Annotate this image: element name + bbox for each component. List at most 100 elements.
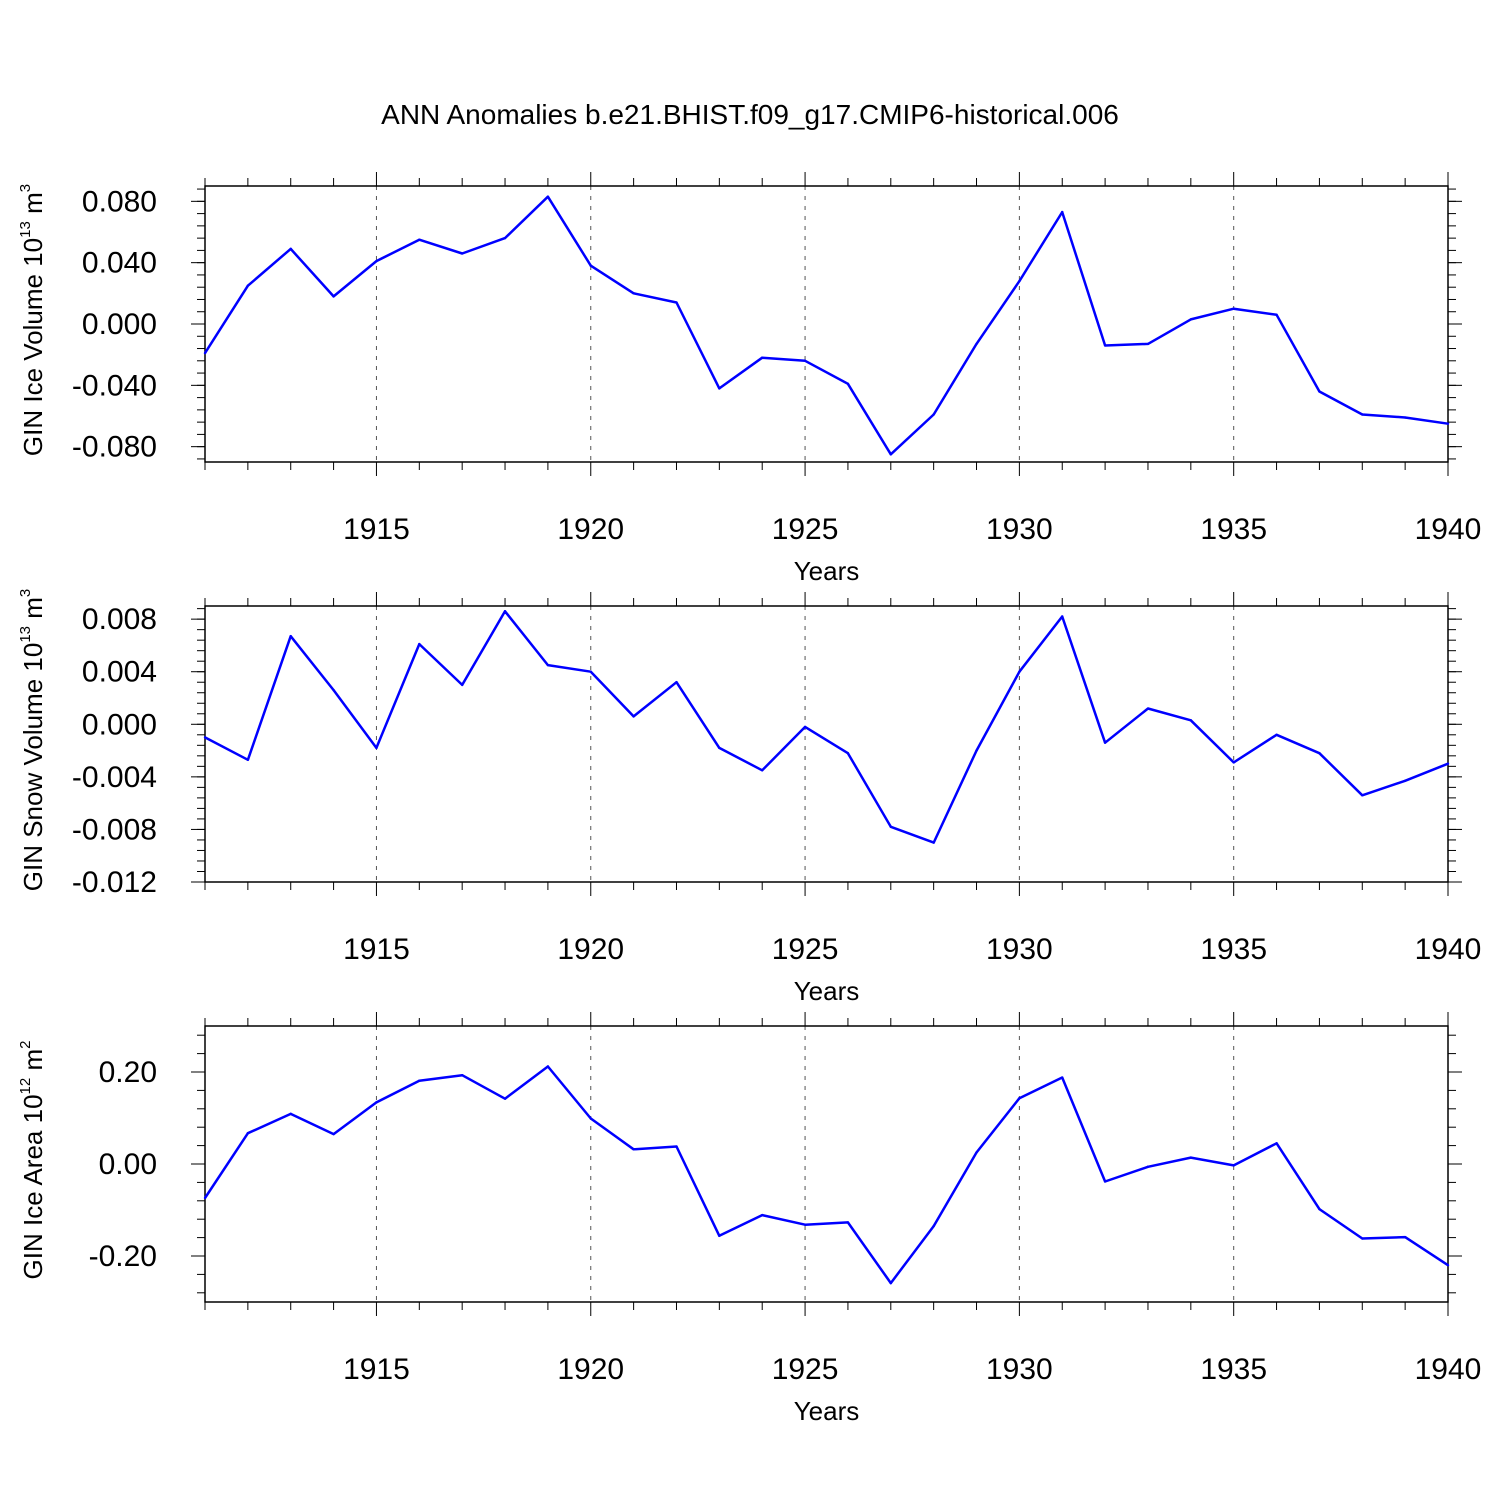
data-point-1939 bbox=[1403, 779, 1407, 782]
data-point-1923 bbox=[718, 1234, 721, 1237]
y-tick-label: 0.00 bbox=[99, 1148, 157, 1181]
chart-title: ANN Anomalies b.e21.BHIST.f09_g17.CMIP6-… bbox=[381, 99, 1119, 130]
data-point-1925 bbox=[803, 1223, 807, 1226]
data-point-1932 bbox=[1103, 741, 1107, 744]
y-tick-label: 0.004 bbox=[82, 656, 157, 689]
x-tick-label-1935: 1935 bbox=[1200, 513, 1267, 546]
x-tick-label-1930: 1930 bbox=[986, 513, 1053, 546]
y-tick-label: -0.20 bbox=[89, 1240, 157, 1273]
data-point-1917 bbox=[460, 252, 464, 255]
data-point-1928 bbox=[932, 413, 935, 416]
data-point-1935 bbox=[1232, 761, 1235, 764]
x-tick-label-1935: 1935 bbox=[1200, 933, 1267, 966]
data-point-1928 bbox=[932, 1224, 935, 1228]
y-tick-label: 0.20 bbox=[99, 1056, 157, 1089]
data-point-1927 bbox=[889, 1281, 892, 1285]
data-point-1926 bbox=[846, 382, 850, 385]
data-point-1926 bbox=[846, 1221, 850, 1224]
data-point-1922 bbox=[675, 301, 678, 304]
data-point-1928 bbox=[932, 841, 935, 844]
data-point-1911 bbox=[203, 1196, 207, 1200]
data-point-1918 bbox=[503, 610, 507, 613]
data-point-1940 bbox=[1446, 422, 1450, 425]
data-point-1934 bbox=[1189, 1156, 1193, 1159]
data-point-1917 bbox=[460, 683, 464, 687]
data-point-1920 bbox=[589, 1117, 592, 1120]
data-point-1919 bbox=[546, 1065, 550, 1068]
data-point-1917 bbox=[460, 1074, 464, 1077]
y-tick-label: 0.000 bbox=[82, 308, 157, 341]
x-tick-label-1920: 1920 bbox=[557, 1353, 624, 1386]
data-point-1916 bbox=[418, 1079, 421, 1082]
data-point-1924 bbox=[761, 1213, 764, 1217]
y-tick-label: 0.008 bbox=[82, 603, 157, 636]
data-point-1930 bbox=[1018, 279, 1021, 283]
y-axis-label: GIN Ice Area 1012 m2 bbox=[17, 1041, 48, 1280]
data-point-1915 bbox=[375, 1101, 378, 1104]
y-tick-label: 0.080 bbox=[82, 185, 157, 218]
data-point-1921 bbox=[632, 292, 635, 295]
data-point-1929 bbox=[975, 342, 978, 346]
data-point-1936 bbox=[1275, 313, 1278, 316]
data-point-1918 bbox=[503, 1097, 507, 1100]
snow-volume-series-line bbox=[204, 610, 1449, 844]
data-point-1937 bbox=[1318, 752, 1321, 755]
data-point-1927 bbox=[889, 825, 892, 828]
data-point-1934 bbox=[1189, 318, 1193, 321]
x-tick-label-1940: 1940 bbox=[1415, 933, 1482, 966]
ice-area-panel: -0.20 0.00 0.20 1915 1920 1925 1930 1935 1940 Yea… bbox=[17, 1012, 1481, 1426]
data-point-1915 bbox=[375, 259, 378, 263]
data-point-1915 bbox=[375, 746, 378, 750]
data-point-1920 bbox=[589, 264, 592, 267]
x-tick-label-1920: 1920 bbox=[557, 513, 624, 546]
x-tick-label-1925: 1925 bbox=[772, 933, 839, 966]
data-point-1914 bbox=[332, 295, 335, 298]
data-point-1939 bbox=[1403, 416, 1407, 419]
ice-volume-plot-frame bbox=[204, 185, 1449, 463]
x-tick-label-1940: 1940 bbox=[1415, 1353, 1482, 1386]
x-axis-label: Years bbox=[794, 1396, 860, 1426]
data-point-1913 bbox=[289, 1112, 292, 1116]
x-tick-label-1915: 1915 bbox=[343, 933, 410, 966]
data-point-1927 bbox=[889, 453, 892, 456]
x-tick-label-1930: 1930 bbox=[986, 933, 1053, 966]
data-point-1931 bbox=[1061, 1076, 1064, 1079]
y-tick-label: -0.004 bbox=[72, 761, 157, 794]
x-tick-label-1940: 1940 bbox=[1415, 513, 1482, 546]
ice-volume-panel: -0.080 -0.040 0.000 0.040 0.080 1915 1920 1925 1… bbox=[17, 172, 1481, 586]
data-point-1920 bbox=[589, 670, 592, 673]
x-tick-label-1930: 1930 bbox=[986, 1353, 1053, 1386]
snow-volume-plot-frame bbox=[204, 605, 1449, 883]
ice-area-series-line bbox=[203, 1065, 1449, 1285]
data-point-1935 bbox=[1232, 307, 1235, 310]
ice-area-plot-frame bbox=[204, 1025, 1449, 1303]
data-point-1911 bbox=[203, 736, 207, 739]
x-tick-label-1915: 1915 bbox=[343, 513, 410, 546]
data-point-1912 bbox=[246, 758, 250, 761]
data-point-1924 bbox=[761, 356, 764, 359]
data-point-1926 bbox=[846, 752, 850, 755]
data-point-1919 bbox=[546, 663, 550, 667]
y-axis-label: GIN Ice Volume 1013 m3 bbox=[17, 184, 48, 456]
data-point-1911 bbox=[203, 351, 207, 355]
data-point-1925 bbox=[803, 725, 807, 729]
data-point-1934 bbox=[1189, 719, 1193, 722]
snow-volume-panel: -0.012 -0.008 -0.004 0.000 0.004 0.008 1915 192… bbox=[17, 589, 1481, 1006]
data-point-1932 bbox=[1103, 1180, 1107, 1183]
data-point-1923 bbox=[718, 746, 721, 750]
data-point-1933 bbox=[1146, 1165, 1150, 1168]
x-tick-label-1915: 1915 bbox=[343, 1353, 410, 1386]
data-point-1929 bbox=[975, 1151, 978, 1154]
data-point-1938 bbox=[1361, 794, 1364, 797]
x-tick-label-1935: 1935 bbox=[1200, 1353, 1267, 1386]
data-point-1914 bbox=[332, 688, 335, 692]
x-tick-label-1925: 1925 bbox=[772, 1353, 839, 1386]
data-point-1922 bbox=[675, 681, 678, 684]
y-tick-label: -0.040 bbox=[72, 369, 157, 402]
data-point-1937 bbox=[1318, 390, 1321, 393]
data-point-1923 bbox=[718, 387, 721, 390]
data-point-1930 bbox=[1018, 670, 1021, 673]
data-point-1921 bbox=[632, 715, 635, 718]
data-point-1931 bbox=[1061, 210, 1064, 214]
